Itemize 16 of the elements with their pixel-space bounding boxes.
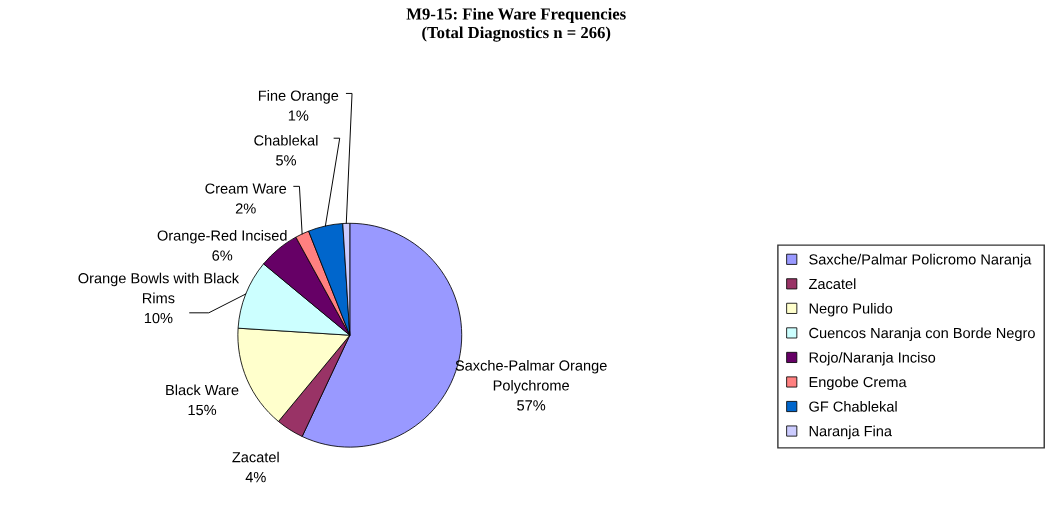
legend-label: Cuencos Naranja con Borde Negro [809,327,1035,342]
legend-label: Saxche/Palmar Policromo Naranja [809,253,1032,268]
data-label: Orange-Red Incised 6% [157,230,287,261]
legend-label: Naranja Fina [809,425,892,440]
data-label: Fine Orange 1% [258,90,339,121]
data-label: Zacatel 4% [232,451,279,483]
legend-label: GF Chablekal [809,401,897,412]
data-label: Cream Ware 2% [205,183,287,214]
legend-label: Engobe Crema [809,376,907,391]
legend-label: Negro Pulido [809,302,893,317]
data-label: Black Ware 15% [166,384,239,416]
legend-label: Zacatel [808,278,856,290]
data-label: Chablekal 5% [254,134,318,166]
legend-label: Rojo/Naranja Inciso [809,351,936,366]
data-label: Orange Bowls with Black Rims 10% [78,272,240,324]
chart-title: M9-15: Fine Ware Frequencies (Total Diagnostics n = 266) [406,7,626,42]
